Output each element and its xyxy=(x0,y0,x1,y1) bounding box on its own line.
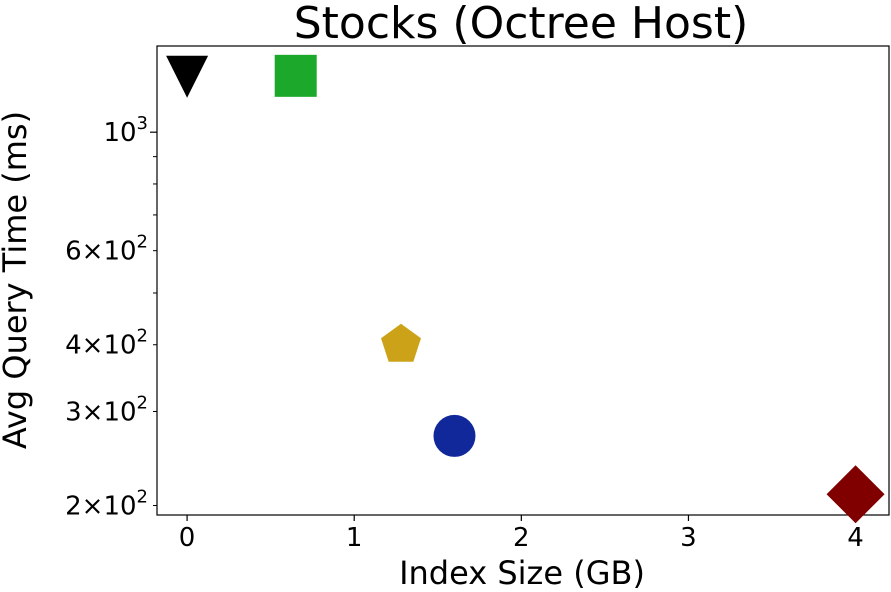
data-point-diamond xyxy=(826,465,885,524)
x-axis-label: Index Size (GB) xyxy=(399,554,645,592)
x-tick-label: 0 xyxy=(179,523,196,553)
x-tick-label: 2 xyxy=(513,523,530,553)
x-tick-label: 1 xyxy=(346,523,363,553)
y-tick-label: 3×102 xyxy=(65,392,148,427)
plot-frame xyxy=(156,45,890,516)
chart-title: Stocks (Octree Host) xyxy=(294,0,749,49)
data-point-circle xyxy=(433,414,476,457)
x-tick-label: 4 xyxy=(847,523,864,553)
y-tick-label: 4×102 xyxy=(65,326,148,361)
y-tick-label: 103 xyxy=(103,113,148,148)
data-point-triangle-down xyxy=(166,55,209,98)
x-tick-label: 3 xyxy=(680,523,697,553)
data-point-square xyxy=(274,54,317,97)
data-point-pentagon xyxy=(381,323,421,362)
y-axis: 103 2×102 3×102 4×102 6×102 xyxy=(65,113,157,522)
y-tick-label: 2×102 xyxy=(65,487,148,522)
y-axis-label: Avg Query Time (ms) xyxy=(0,111,34,449)
x-axis: 0 1 2 3 4 xyxy=(179,515,864,553)
data-points xyxy=(166,54,885,524)
y-tick-label: 6×102 xyxy=(65,232,148,267)
